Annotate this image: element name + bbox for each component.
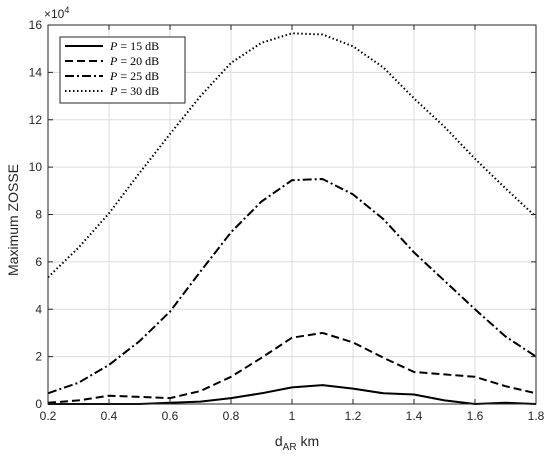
x-tick-label: 1.4 bbox=[406, 409, 423, 423]
y-tick-label: 4 bbox=[35, 302, 42, 316]
legend-label-3: P = 25 dB bbox=[109, 69, 159, 83]
y-tick-label: 8 bbox=[35, 208, 42, 222]
y-tick-label: 6 bbox=[35, 255, 42, 269]
x-tick-label: 0.8 bbox=[223, 409, 240, 423]
ticks: 0.2 0.4 0.6 0.8 1 1.2 1.4 1.6 1.8 0 2 4 6 8 10 12 14 16 bbox=[29, 18, 545, 423]
y-tick-label: 0 bbox=[35, 397, 42, 411]
x-tick-label: 1.8 bbox=[528, 409, 545, 423]
legend-label-2: P = 20 dB bbox=[109, 54, 159, 68]
x-axis-label: dAR km bbox=[275, 433, 319, 453]
x-tick-label: 1.6 bbox=[467, 409, 484, 423]
legend: P = 15 dBP = 20 dBP = 25 dBP = 30 dB bbox=[59, 36, 186, 104]
y-axis-label: Maximum ZOSSE bbox=[5, 164, 21, 276]
y-exponent-label: ×104 bbox=[44, 5, 69, 21]
x-tick-label: 0.4 bbox=[101, 409, 118, 423]
x-tick-label: 0.2 bbox=[40, 409, 57, 423]
y-tick-label: 16 bbox=[29, 18, 43, 32]
legend-box bbox=[59, 36, 186, 104]
legend-label-4: P = 30 dB bbox=[109, 84, 159, 98]
legend-label-1: P = 15 dB bbox=[109, 39, 159, 53]
y-tick-label: 14 bbox=[29, 65, 43, 79]
series-line-3 bbox=[47, 178, 537, 395]
x-tick-label: 0.6 bbox=[162, 409, 179, 423]
y-tick-label: 12 bbox=[29, 113, 43, 127]
x-tick-label: 1 bbox=[289, 409, 296, 423]
x-tick-label: 1.2 bbox=[345, 409, 362, 423]
y-tick-label: 10 bbox=[29, 160, 43, 174]
y-tick-label: 2 bbox=[35, 350, 42, 364]
series-line-2 bbox=[47, 331, 537, 404]
